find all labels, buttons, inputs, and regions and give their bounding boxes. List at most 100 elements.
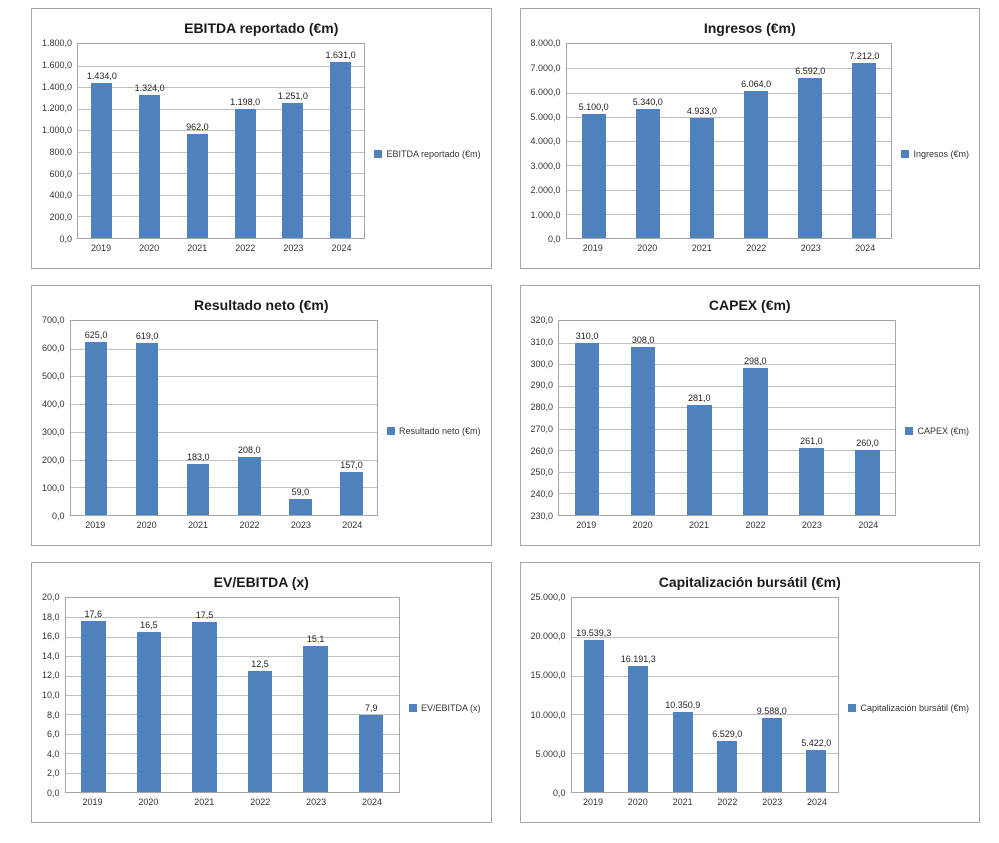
- data-label: 619,0: [135, 331, 159, 342]
- chart-body: 700,0700,0600,0500,0400,0300,0200,0100,0…: [42, 315, 481, 541]
- y-axis: 1.800,01.800,01.600,01.400,01.200,01.000…: [42, 38, 77, 244]
- plot-area: 1.434,0 1.324,0 962,0 1.198,0 1.251,0 1.631,0: [77, 43, 366, 239]
- gridline: [65, 714, 399, 716]
- data-label: 10.350,9: [665, 699, 701, 710]
- data-label: 16.191,3: [620, 654, 656, 665]
- plot-column: 310,0 308,0 281,0 298,0 261,0 260,0 2019 2020 2…: [558, 320, 897, 530]
- y-tick-label: 16,0: [42, 631, 60, 642]
- data-label: 308,0: [631, 334, 655, 345]
- y-tick-label: 1.000,0: [42, 125, 73, 136]
- bar-slot-2022: 298,0: [727, 321, 783, 515]
- y-tick-label: 0,0: [59, 234, 73, 244]
- bar-2022: [717, 741, 738, 792]
- y-tick-label: 12,0: [42, 670, 60, 681]
- chart-panel-1: EBITDA reportado (€m) 1.800,01.800,01.60…: [31, 8, 492, 269]
- y-tick-label: 7.000,0: [530, 62, 561, 73]
- gridline: [70, 376, 377, 378]
- bar-2019: [91, 83, 113, 238]
- bars: 17,6 16,5 17,5 12,5 15,1 7,9: [66, 598, 399, 792]
- bar-2020: [139, 95, 161, 238]
- y-tick-label: 4,0: [47, 748, 60, 759]
- gridline: [571, 636, 839, 638]
- y-tick-label: 1.400,0: [42, 81, 73, 92]
- gridline: [566, 165, 892, 167]
- x-tick-label: 2019: [91, 243, 112, 253]
- y-tick-label: 18,0: [42, 611, 60, 622]
- x-tick-label: 2024: [331, 243, 352, 253]
- gridline: [78, 194, 365, 196]
- legend-swatch-icon: [901, 149, 910, 158]
- legend: CAPEX (€m): [905, 426, 969, 436]
- gridline: [559, 407, 896, 409]
- y-tick-label: 200,0: [42, 455, 65, 465]
- x-tick-label: 2020: [139, 243, 160, 253]
- legend: Capitalización bursátil (€m): [848, 703, 969, 713]
- y-tick-label: 0,0: [47, 788, 60, 798]
- bar-2023: [799, 448, 824, 515]
- x-tick-label: 2019: [582, 797, 603, 807]
- legend: Resultado neto (€m): [386, 426, 481, 436]
- bar-slot-2024: 1.631,0: [317, 44, 365, 238]
- bar-slot-2022: 12,5: [232, 598, 288, 792]
- bar-slot-2022: 6.529,0: [705, 598, 749, 792]
- bar-2019: [574, 342, 600, 515]
- x-tick-label: 2023: [306, 797, 327, 807]
- chart-panel-6: Capitalización bursátil (€m) 25.000,025.…: [519, 562, 980, 823]
- data-label: 7.212,0: [849, 51, 880, 62]
- bar-2019: [584, 640, 604, 792]
- y-tick-label: 0,0: [553, 788, 566, 798]
- gridline: [65, 656, 399, 658]
- plot-column: 5.100,0 5.340,0 4.933,0 6.064,0 6.592,0 7.212…: [565, 43, 893, 253]
- bar-slot-2019: 1.434,0: [78, 44, 126, 238]
- x-tick-label: 2023: [801, 520, 822, 530]
- x-axis: 2019 2020 2021 2022 2023 2024: [65, 797, 400, 807]
- y-tick-label: 8.000,0: [530, 38, 561, 48]
- chart-panel-2: Ingresos (€m) 8.000,08.000,07.000,06.000…: [519, 8, 980, 269]
- y-tick-label: 3.000,0: [530, 160, 561, 171]
- legend-swatch-icon: [374, 149, 383, 158]
- y-tick-label: 260,0: [530, 445, 554, 456]
- chart-title: EV/EBITDA (x): [213, 574, 309, 590]
- y-tick-label: 280,0: [530, 402, 554, 413]
- chart-body: 25.000,025.000,020.000,015.000,010.000,0…: [531, 592, 970, 818]
- y-tick-label: 1.600,0: [42, 59, 73, 70]
- plot-area: 17,6 16,5 17,5 12,5 15,1 7,9: [64, 597, 400, 793]
- bars: 19.539,3 16.191,3 10.350,9 6.529,0 9.588,0 5.…: [572, 598, 839, 792]
- bar-slot-2021: 281,0: [671, 321, 727, 515]
- y-tick-label: 600,0: [42, 343, 65, 353]
- bar-slot-2022: 208,0: [224, 321, 275, 515]
- gridline: [70, 459, 377, 461]
- y-tick-label: 25.000,0: [530, 592, 566, 602]
- y-tick-label: 2.000,0: [530, 185, 561, 195]
- x-tick-label: 2019: [85, 520, 106, 530]
- y-tick-label: 250,0: [530, 467, 554, 478]
- data-label: 1.324,0: [134, 83, 165, 94]
- x-tick-label: 2024: [855, 243, 876, 253]
- bar-2020: [630, 346, 656, 515]
- gridline: [566, 68, 892, 70]
- gridline: [78, 216, 365, 218]
- bar-slot-2023: 261,0: [783, 321, 839, 515]
- y-tick-label: 100,0: [42, 483, 65, 493]
- bar-slot-2021: 10.350,9: [661, 598, 705, 792]
- y-tick-label: 300,0: [530, 358, 554, 369]
- x-tick-label: 2024: [807, 797, 828, 807]
- gridline: [78, 108, 365, 110]
- bar-slot-2019: 17,6: [66, 598, 122, 792]
- x-tick-label: 2019: [82, 797, 103, 807]
- data-label: 6.592,0: [795, 66, 826, 77]
- y-tick-label: 0,0: [52, 511, 65, 521]
- data-label: 625,0: [84, 329, 108, 340]
- x-tick-label: 2022: [717, 797, 738, 807]
- bar-slot-2020: 5.340,0: [621, 44, 675, 238]
- gridline: [65, 772, 399, 774]
- gridline: [78, 151, 365, 153]
- chart-body: 1.800,01.800,01.600,01.400,01.200,01.000…: [42, 38, 481, 264]
- bars: 310,0 308,0 281,0 298,0 261,0 260,0: [559, 321, 895, 515]
- bar-slot-2024: 7,9: [343, 598, 399, 792]
- data-label: 281,0: [687, 393, 711, 404]
- y-tick-label: 290,0: [530, 380, 554, 391]
- x-tick-label: 2021: [188, 520, 209, 530]
- y-tick-label: 6.000,0: [530, 87, 561, 97]
- y-tick-label: 1.000,0: [530, 209, 561, 220]
